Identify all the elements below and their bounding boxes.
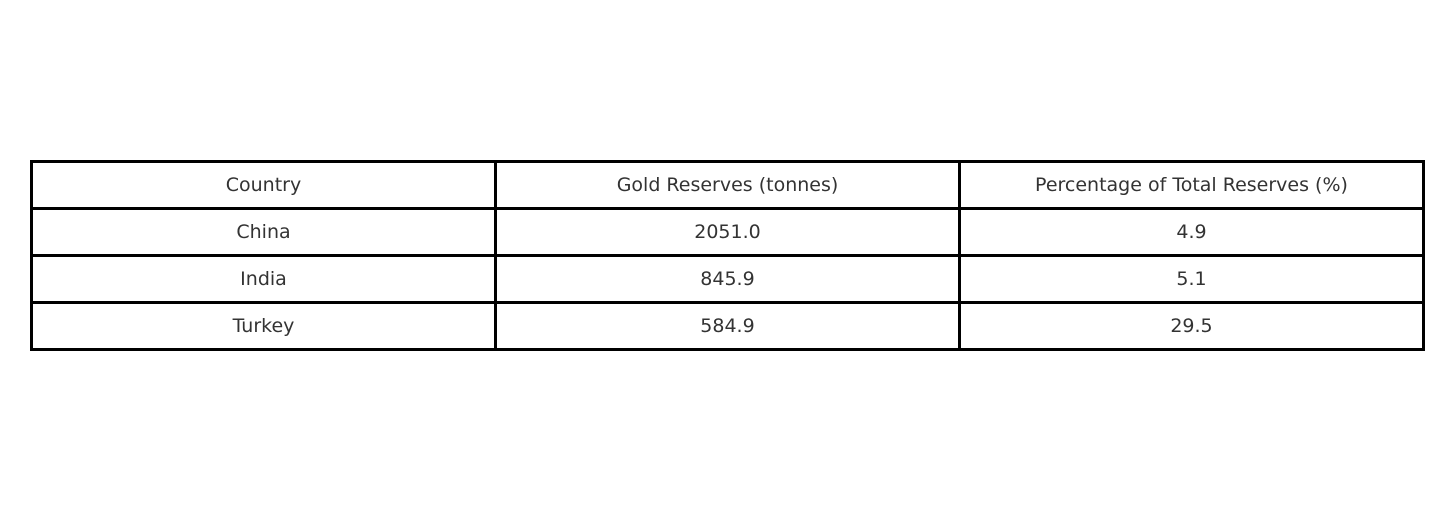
cell-percentage: 29.5 bbox=[958, 301, 1425, 351]
cell-percentage: 5.1 bbox=[958, 254, 1425, 304]
table-row: Turkey 584.9 29.5 bbox=[30, 301, 1425, 351]
cell-country: India bbox=[30, 254, 497, 304]
column-header-percentage: Percentage of Total Reserves (%) bbox=[958, 160, 1425, 210]
table-row: China 2051.0 4.9 bbox=[30, 207, 1425, 257]
column-header-gold-reserves: Gold Reserves (tonnes) bbox=[494, 160, 961, 210]
cell-gold-reserves: 2051.0 bbox=[494, 207, 961, 257]
cell-percentage: 4.9 bbox=[958, 207, 1425, 257]
cell-country: China bbox=[30, 207, 497, 257]
cell-gold-reserves: 845.9 bbox=[494, 254, 961, 304]
cell-country: Turkey bbox=[30, 301, 497, 351]
table-header-row: Country Gold Reserves (tonnes) Percentag… bbox=[30, 160, 1425, 210]
cell-gold-reserves: 584.9 bbox=[494, 301, 961, 351]
column-header-country: Country bbox=[30, 160, 497, 210]
table-row: India 845.9 5.1 bbox=[30, 254, 1425, 304]
gold-reserves-table: Country Gold Reserves (tonnes) Percentag… bbox=[30, 160, 1425, 351]
